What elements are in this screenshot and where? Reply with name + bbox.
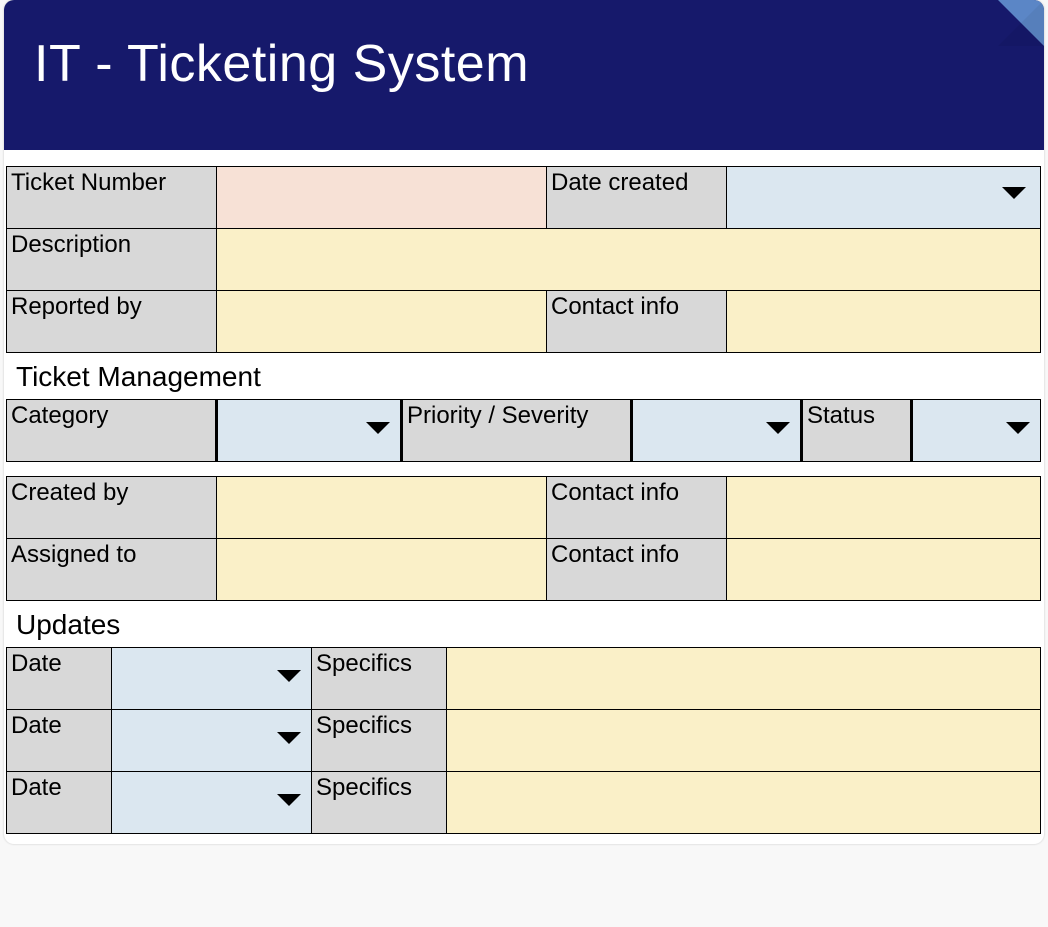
reporter-contact-label: Contact info — [547, 291, 727, 353]
assigned-to-label: Assigned to — [7, 539, 217, 601]
management-section-title: Ticket Management — [6, 353, 1042, 399]
dropdown-icon — [366, 422, 390, 434]
management-classify-table: Category Priority / Severity Status — [6, 399, 1041, 462]
reported-by-input[interactable] — [217, 291, 547, 353]
update-specifics-input[interactable] — [447, 710, 1041, 772]
ticket-number-label: Ticket Number — [7, 167, 217, 229]
updates-section-title: Updates — [6, 601, 1042, 647]
management-people-table: Created by Contact info Assigned to Cont… — [6, 476, 1041, 601]
dropdown-icon — [1002, 187, 1026, 199]
update-specifics-label: Specifics — [312, 648, 447, 710]
dropdown-icon — [277, 670, 301, 682]
update-specifics-input[interactable] — [447, 648, 1041, 710]
status-label: Status — [802, 400, 912, 462]
update-date-dropdown[interactable] — [112, 772, 312, 834]
assignee-contact-input[interactable] — [727, 539, 1041, 601]
created-by-input[interactable] — [217, 477, 547, 539]
update-date-dropdown[interactable] — [112, 710, 312, 772]
reported-by-label: Reported by — [7, 291, 217, 353]
date-created-label: Date created — [547, 167, 727, 229]
update-row: Date Specifics — [7, 772, 1041, 834]
form-card: IT - Ticketing System Ticket Number Date… — [4, 0, 1044, 844]
dropdown-icon — [766, 422, 790, 434]
update-date-label: Date — [7, 648, 112, 710]
dropdown-icon — [277, 732, 301, 744]
created-by-label: Created by — [7, 477, 217, 539]
category-dropdown[interactable] — [217, 400, 402, 462]
update-date-dropdown[interactable] — [112, 648, 312, 710]
page-title: IT - Ticketing System — [34, 34, 1014, 94]
form-body: Ticket Number Date created Description R… — [4, 150, 1044, 844]
update-date-label: Date — [7, 710, 112, 772]
description-label: Description — [7, 229, 217, 291]
update-specifics-label: Specifics — [312, 772, 447, 834]
date-created-dropdown[interactable] — [727, 167, 1041, 229]
reporter-contact-input[interactable] — [727, 291, 1041, 353]
update-specifics-label: Specifics — [312, 710, 447, 772]
update-row: Date Specifics — [7, 710, 1041, 772]
update-specifics-input[interactable] — [447, 772, 1041, 834]
category-label: Category — [7, 400, 217, 462]
dropdown-icon — [277, 794, 301, 806]
assigned-to-input[interactable] — [217, 539, 547, 601]
ticket-number-input[interactable] — [217, 167, 547, 229]
ticket-info-table: Ticket Number Date created Description R… — [6, 166, 1041, 353]
creator-contact-input[interactable] — [727, 477, 1041, 539]
dropdown-icon — [1006, 422, 1030, 434]
assignee-contact-label: Contact info — [547, 539, 727, 601]
corner-accent — [998, 0, 1044, 46]
priority-label: Priority / Severity — [402, 400, 632, 462]
creator-contact-label: Contact info — [547, 477, 727, 539]
status-dropdown[interactable] — [912, 400, 1041, 462]
update-date-label: Date — [7, 772, 112, 834]
updates-table: Date Specifics Date Specifics Date — [6, 647, 1041, 834]
update-row: Date Specifics — [7, 648, 1041, 710]
priority-dropdown[interactable] — [632, 400, 802, 462]
description-input[interactable] — [217, 229, 1041, 291]
header: IT - Ticketing System — [4, 0, 1044, 150]
